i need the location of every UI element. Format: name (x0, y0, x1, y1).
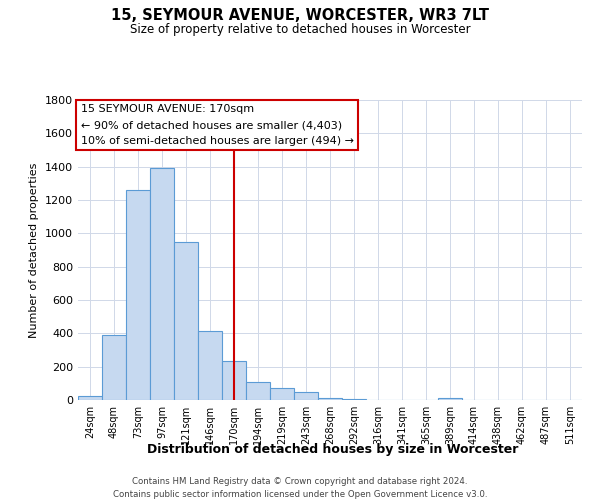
Bar (198, 331, 222, 400)
Text: 15 SEYMOUR AVENUE: 170sqm
← 90% of detached houses are smaller (4,403)
10% of se: 15 SEYMOUR AVENUE: 170sqm ← 90% of detac… (80, 104, 353, 146)
Bar (270, 388, 294, 400)
Bar (318, 398, 342, 400)
Bar (342, 399, 366, 400)
Bar (174, 242, 198, 400)
Bar (102, 335, 126, 400)
Bar (78, 396, 102, 400)
Bar (438, 398, 462, 400)
Bar (126, 190, 150, 400)
Text: 15, SEYMOUR AVENUE, WORCESTER, WR3 7LT: 15, SEYMOUR AVENUE, WORCESTER, WR3 7LT (111, 8, 489, 22)
Text: Size of property relative to detached houses in Worcester: Size of property relative to detached ho… (130, 22, 470, 36)
Y-axis label: Number of detached properties: Number of detached properties (29, 162, 40, 338)
Text: Contains HM Land Registry data © Crown copyright and database right 2024.: Contains HM Land Registry data © Crown c… (132, 478, 468, 486)
Bar (246, 382, 270, 400)
Bar (294, 392, 318, 400)
Bar (150, 168, 174, 400)
Text: Contains public sector information licensed under the Open Government Licence v3: Contains public sector information licen… (113, 490, 487, 499)
Bar (222, 361, 246, 400)
Text: Distribution of detached houses by size in Worcester: Distribution of detached houses by size … (148, 442, 518, 456)
